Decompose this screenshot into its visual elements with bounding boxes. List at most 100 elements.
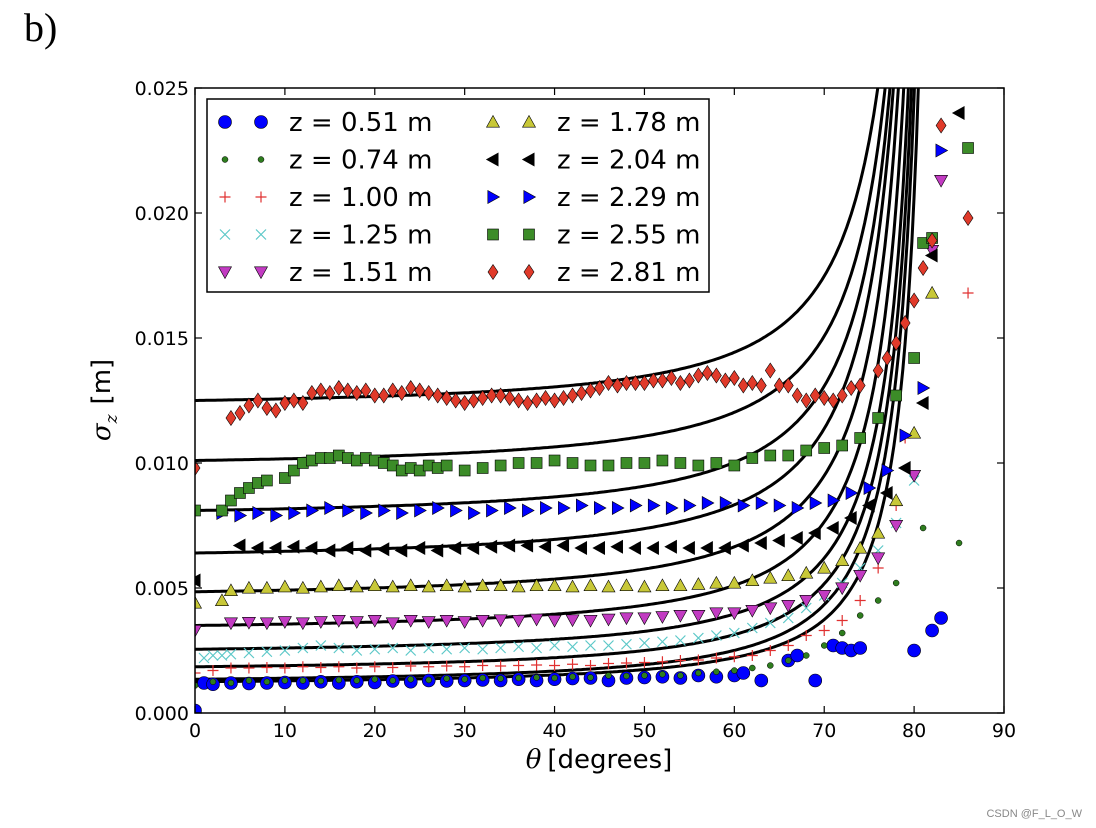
data-point (385, 579, 400, 593)
data-point (853, 570, 868, 583)
data-point (547, 615, 562, 628)
data-point (764, 645, 776, 656)
data-point (486, 503, 499, 518)
data-point (371, 676, 379, 683)
data-point (674, 635, 686, 646)
legend-marker (254, 115, 268, 129)
data-point (908, 292, 920, 309)
data-point (619, 578, 634, 591)
legend-marker (218, 115, 232, 129)
data-point (252, 392, 264, 409)
data-point (297, 394, 309, 412)
data-point (790, 530, 803, 546)
data-point (809, 495, 823, 511)
data-point (889, 493, 904, 506)
data-point (279, 645, 291, 656)
data-point (360, 505, 373, 521)
data-point (693, 367, 704, 384)
data-point (709, 575, 724, 589)
data-point (475, 615, 490, 628)
data-point (603, 374, 614, 392)
data-point (468, 392, 480, 409)
data-point (576, 384, 587, 402)
data-point (908, 352, 920, 364)
data-point (845, 485, 859, 501)
data-point (755, 377, 767, 394)
data-point (513, 392, 524, 409)
data-point (621, 638, 632, 650)
data-point (421, 579, 436, 593)
data-point (423, 642, 435, 654)
data-point (917, 259, 929, 277)
data-point (746, 622, 758, 634)
data-point (915, 395, 929, 411)
x-tick-label: 90 (992, 720, 1016, 742)
data-point (719, 372, 731, 389)
watermark: CSDN @F_L_O_W (986, 808, 1082, 820)
data-point (342, 382, 354, 399)
data-point (782, 640, 794, 651)
data-point (710, 367, 722, 384)
data-point (601, 613, 616, 627)
data-point (450, 503, 463, 518)
data-point (890, 389, 902, 402)
legend-entry: z = 2.81 m (487, 258, 700, 288)
x-axis-symbol: θ (526, 745, 542, 775)
data-point (684, 372, 695, 389)
data-point (880, 485, 893, 501)
legend-marker (485, 114, 501, 128)
data-point (207, 665, 219, 676)
data-point (691, 610, 706, 623)
data-point (279, 394, 291, 412)
data-point (243, 662, 255, 674)
data-point (441, 389, 453, 407)
data-point (389, 677, 397, 684)
data-point (261, 646, 273, 658)
data-point (772, 533, 785, 548)
data-point (629, 498, 643, 513)
data-point (584, 459, 597, 472)
data-point (558, 500, 571, 516)
data-point (925, 285, 940, 299)
data-point (657, 372, 668, 389)
data-point (502, 538, 516, 553)
data-point (856, 612, 864, 619)
y-tick-label: 0.025 (135, 78, 189, 100)
data-point (736, 538, 749, 553)
data-point (623, 672, 630, 680)
legend-entry: z = 2.04 m (485, 146, 700, 176)
data-point (252, 505, 266, 521)
legend-entry: z = 1.78 m (485, 108, 700, 138)
data-point (674, 457, 687, 469)
x-axis-unit: [degrees] (547, 745, 672, 775)
data-point (639, 374, 650, 392)
data-point (710, 630, 722, 641)
data-point (673, 578, 688, 591)
data-point (306, 503, 319, 518)
data-point (962, 142, 974, 154)
data-point (710, 652, 722, 664)
data-point (827, 493, 841, 508)
data-point (457, 616, 472, 629)
data-point (728, 627, 740, 639)
x-tick-label: 10 (273, 720, 297, 742)
data-point (951, 105, 965, 121)
data-point (281, 677, 289, 684)
data-point (583, 615, 598, 628)
data-point (836, 439, 849, 452)
data-point (567, 387, 578, 404)
data-point (315, 662, 327, 673)
data-point (549, 392, 560, 409)
data-point (288, 464, 300, 477)
data-point (324, 384, 336, 402)
data-point (225, 648, 237, 660)
data-point (195, 667, 201, 679)
fit-curve-8 (195, 88, 892, 512)
legend-entry: z = 2.29 m (487, 183, 700, 213)
y-tick-label: 0.000 (135, 703, 189, 725)
data-point (531, 659, 543, 671)
data-point (782, 449, 795, 462)
data-point (223, 617, 238, 631)
legend-marker (523, 263, 535, 281)
data-point (641, 672, 648, 679)
